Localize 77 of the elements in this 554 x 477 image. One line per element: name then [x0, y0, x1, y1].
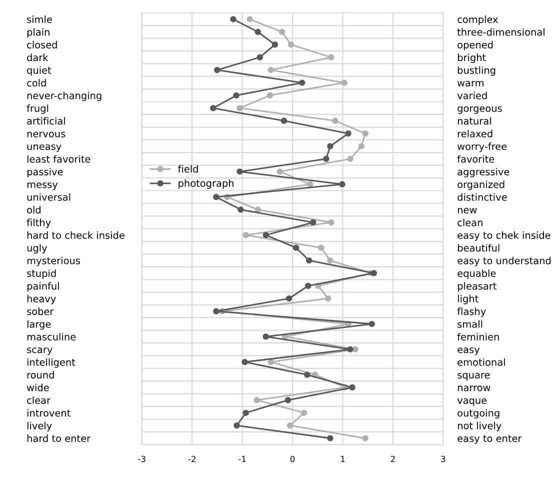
legend-label: field [178, 165, 198, 173]
y-tick-label: never-changing [27, 92, 102, 102]
y-tick-label: intelligent [27, 358, 76, 368]
y-tick-label: lively [27, 422, 52, 432]
y-tick-label: artificial [27, 117, 65, 125]
y2-tick-label: small [458, 320, 482, 328]
x-tick-label: 0 [290, 456, 295, 462]
y2-tick-label: favorite [457, 155, 494, 163]
y-tick-label: old [27, 206, 40, 214]
y2-tick-label: emotional [458, 358, 505, 366]
y-tick-label: uneasy [27, 144, 62, 152]
y2-tick-label: flashy [457, 308, 486, 317]
y-tick-label: simle [27, 16, 52, 24]
y-tick-label: filthy [26, 218, 51, 228]
y-tick-label: dark [27, 54, 48, 62]
y2-tick-label: vaque [457, 398, 487, 406]
y2-tick-label: warm [458, 80, 484, 87]
y-tick-label: masculine [27, 332, 76, 340]
y-tick-label: hard to enter [27, 434, 91, 442]
y2-tick-label: easy to chek inside [458, 231, 550, 241]
y2-tick-label: bustling [458, 66, 496, 76]
x-tick-label: -3 [138, 456, 146, 462]
y-tick-label: plain [27, 28, 50, 38]
y-tick-label: introvent [27, 409, 70, 417]
y2-tick-label: complex [458, 16, 498, 25]
y-tick-label: heavy [27, 294, 56, 304]
y-tick-label: cold [27, 79, 46, 87]
y-tick-label: painful [27, 282, 59, 292]
y-tick-label: hard to check inside [27, 231, 124, 239]
y-tick-label: sober [27, 308, 54, 316]
y2-tick-label: easy to understand [458, 256, 551, 266]
y2-tick-label: easy to enter [458, 435, 522, 444]
y2-tick-label: not lively [458, 422, 502, 432]
y2-tick-label: gorgeous [458, 106, 502, 114]
x-tick-label: -2 [188, 456, 196, 462]
y2-tick-label: natural [458, 117, 491, 125]
y-tick-label: round [27, 371, 54, 379]
y2-tick-label: outgoing [458, 409, 500, 419]
y2-tick-label: bright [458, 54, 486, 64]
x-tick-label: 2 [390, 456, 395, 462]
y-tick-label: nervous [27, 132, 66, 138]
y2-tick-label: distinctive [458, 193, 507, 201]
y-tick-label: frugl [26, 104, 48, 114]
y-tick-label: clear [27, 396, 51, 404]
y2-tick-label: opened [458, 40, 493, 50]
y2-tick-label: easy [458, 348, 480, 356]
y2-tick-label: new [458, 208, 477, 214]
y-tick-label: closed [27, 40, 57, 48]
y-tick-label: stupid [27, 269, 56, 279]
x-tick-label: 1 [341, 456, 345, 462]
y2-tick-label: organized [458, 180, 504, 190]
y-tick-label: scary [27, 348, 52, 356]
y-tick-label: messy [27, 182, 58, 190]
y2-tick-label: clean [458, 218, 482, 226]
y-tick-label: mysterious [27, 256, 80, 266]
x-tick-label: -1 [238, 456, 246, 462]
y2-tick-label: three-dimensional [457, 28, 544, 36]
y-tick-label: quiet [27, 66, 52, 76]
y2-tick-label: relaxed [458, 130, 492, 138]
y2-tick-label: equable [458, 269, 496, 279]
legend-label: photograph [178, 179, 234, 189]
y2-tick-label: worry-free [458, 142, 507, 152]
y-tick-label: large [27, 320, 51, 330]
y-tick-label: universal [27, 193, 70, 201]
y2-tick-label: light [458, 294, 478, 304]
y-tick-label: passive [27, 168, 63, 178]
y2-tick-label: aggressive [458, 168, 510, 178]
y2-tick-label: varied [457, 92, 487, 100]
y-tick-label: wide [26, 384, 49, 392]
y2-tick-label: narrow [458, 386, 490, 392]
y-tick-label: least favorite [27, 155, 90, 163]
y2-tick-label: beautiful [458, 244, 500, 252]
y-tick-label: ugly [27, 244, 48, 254]
y2-tick-label: pleasart [458, 282, 496, 292]
y2-tick-label: square [458, 372, 490, 380]
y2-tick-label: feminien [457, 332, 499, 340]
x-tick-label: 3 [441, 456, 446, 462]
